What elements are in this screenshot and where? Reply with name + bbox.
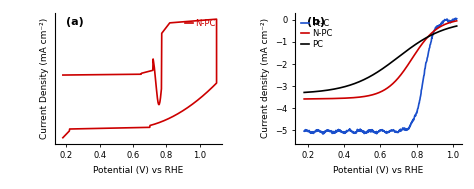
X-axis label: Potential (V) vs RHE: Potential (V) vs RHE bbox=[334, 166, 424, 175]
X-axis label: Potential (V) vs RHE: Potential (V) vs RHE bbox=[93, 166, 183, 175]
Legend: Pt-C, N-PC, PC: Pt-C, N-PC, PC bbox=[299, 17, 334, 50]
Text: (b): (b) bbox=[307, 17, 325, 27]
Legend: N-PC: N-PC bbox=[183, 17, 218, 30]
Y-axis label: Current Density (mA cm⁻²): Current Density (mA cm⁻²) bbox=[40, 18, 49, 139]
Y-axis label: Current density (mA cm⁻²): Current density (mA cm⁻²) bbox=[261, 18, 270, 139]
Text: (a): (a) bbox=[66, 17, 84, 27]
